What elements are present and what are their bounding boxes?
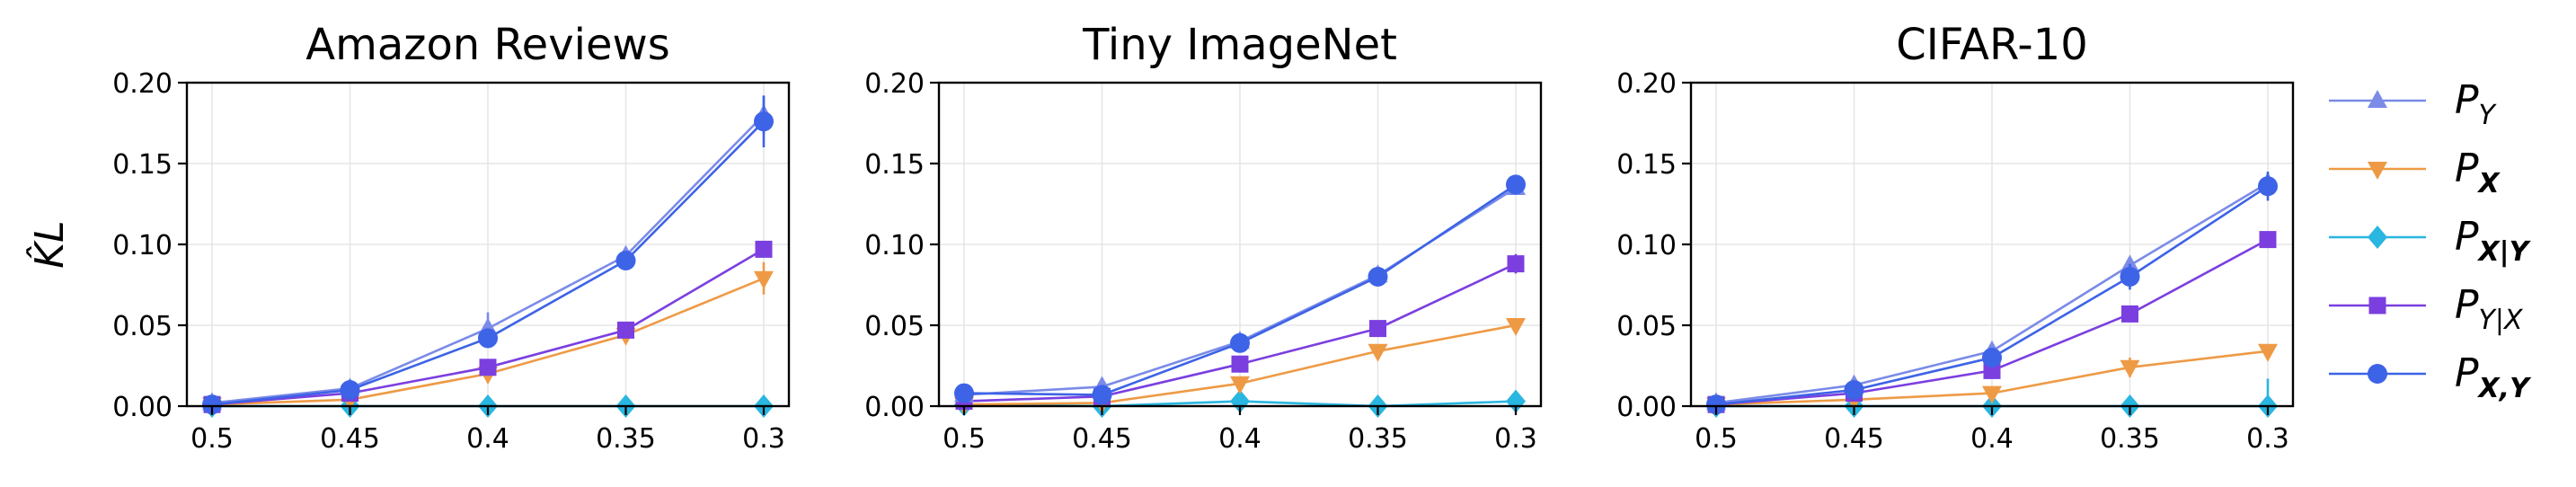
data-point <box>1982 385 2002 404</box>
legend-entry-P_Y_given_X: PY|X <box>2329 282 2524 336</box>
y-tick-label: 0.00 <box>112 392 173 423</box>
legend-label: PY <box>2455 77 2498 131</box>
data-point <box>755 240 773 258</box>
chart-panel-2: 0.5 0.45 0.4 0.35 0.3 0.00 0.05 0.10 0.15 0.20 Tin… <box>864 20 1543 455</box>
chart-title: Tiny ImageNet <box>1082 20 1397 70</box>
x-tick-label: 0.5 <box>943 423 986 455</box>
x-tick-label: 0.45 <box>320 423 380 455</box>
data-point <box>754 111 774 132</box>
data-point <box>1507 255 1525 273</box>
x-tick-label: 0.4 <box>1970 423 2014 455</box>
legend-entry-P_Y: PY <box>2329 77 2498 131</box>
y-tick-label: 0.20 <box>1616 68 1677 100</box>
x-tick-label: 0.4 <box>466 423 509 455</box>
y-tick-label: 0.15 <box>112 149 173 181</box>
data-point <box>954 383 974 403</box>
y-tick-label: 0.00 <box>1616 392 1677 423</box>
x-tick-label: 0.45 <box>1824 423 1884 455</box>
data-point <box>617 321 634 339</box>
data-point <box>2259 231 2277 249</box>
data-point <box>2120 359 2140 378</box>
legend-marker <box>2368 162 2387 180</box>
legend-label: PX <box>2455 146 2501 199</box>
y-axis-label: K̂L <box>25 220 73 268</box>
y-tick-label: 0.20 <box>112 68 173 100</box>
x-tick-label: 0.5 <box>190 423 234 455</box>
legend-marker <box>2368 364 2387 384</box>
data-point <box>754 270 774 289</box>
x-tick-label: 0.35 <box>2100 423 2160 455</box>
data-point <box>1231 355 1249 373</box>
chart-panels: 0.5 0.45 0.4 0.35 0.3 0.00 0.05 0.10 0.15 0.20 Ama… <box>112 20 2295 455</box>
data-point <box>479 359 497 376</box>
data-point <box>1368 343 1388 362</box>
data-point <box>2258 343 2278 362</box>
data-point <box>1982 348 2002 367</box>
data-point <box>1369 320 1386 338</box>
data-point <box>2120 267 2140 287</box>
data-point <box>2120 254 2140 273</box>
data-point <box>1092 385 1112 405</box>
legend-label: PX|Y <box>2455 214 2532 268</box>
y-tick-label: 0.00 <box>864 392 925 423</box>
y-tick-label: 0.05 <box>864 311 925 342</box>
data-point <box>1706 394 1726 415</box>
x-tick-label: 0.45 <box>1072 423 1132 455</box>
series-P_XY <box>202 95 774 415</box>
y-tick-label: 0.20 <box>864 68 925 100</box>
chart-title: Amazon Reviews <box>305 20 670 70</box>
y-tick-label: 0.10 <box>1616 230 1677 261</box>
data-point <box>478 328 498 349</box>
x-tick-label: 0.3 <box>1494 423 1537 455</box>
y-tick-label: 0.10 <box>112 230 173 261</box>
legend-entry-P_X: PX <box>2329 146 2501 199</box>
series-P_XY <box>1706 172 2278 415</box>
x-tick-label: 0.3 <box>742 423 785 455</box>
chart-panel-3: 0.5 0.45 0.4 0.35 0.3 0.00 0.05 0.10 0.15 0.20 CIF… <box>1616 20 2295 455</box>
data-point <box>1230 376 1250 394</box>
x-tick-label: 0.3 <box>2246 423 2289 455</box>
legend-marker <box>2368 90 2387 108</box>
chart-title: CIFAR-10 <box>1896 20 2088 70</box>
legend-marker <box>2368 226 2387 249</box>
data-point <box>1844 380 1864 400</box>
x-tick-label: 0.35 <box>596 423 656 455</box>
data-point <box>1506 174 1526 195</box>
y-tick-label: 0.15 <box>864 149 925 181</box>
data-point <box>1230 332 1250 353</box>
y-tick-label: 0.05 <box>112 311 173 342</box>
x-tick-label: 0.35 <box>1348 423 1408 455</box>
data-point <box>1506 318 1526 336</box>
legend-entry-P_XY: PX,Y <box>2329 350 2532 404</box>
data-point <box>615 251 636 270</box>
y-tick-label: 0.10 <box>864 230 925 261</box>
chart-panel-1: 0.5 0.45 0.4 0.35 0.3 0.00 0.05 0.10 0.15 0.20 Ama… <box>112 20 791 455</box>
y-tick-label: 0.05 <box>1616 311 1677 342</box>
x-tick-label: 0.5 <box>1695 423 1738 455</box>
legend-marker <box>2368 297 2386 314</box>
y-tick-label: 0.15 <box>1616 149 1677 181</box>
legend: PY PX PX|Y PY|X PX,Y <box>2329 77 2532 404</box>
data-point <box>202 394 222 415</box>
data-point <box>340 380 360 400</box>
data-point <box>2121 305 2138 323</box>
x-tick-label: 0.4 <box>1218 423 1261 455</box>
legend-label: PY|X <box>2455 282 2524 336</box>
legend-label: PX,Y <box>2455 350 2532 404</box>
data-point <box>1368 267 1388 287</box>
data-point <box>2258 176 2278 197</box>
legend-entry-P_X_given_Y: PX|Y <box>2329 214 2532 268</box>
series-P_XY <box>954 174 1526 405</box>
